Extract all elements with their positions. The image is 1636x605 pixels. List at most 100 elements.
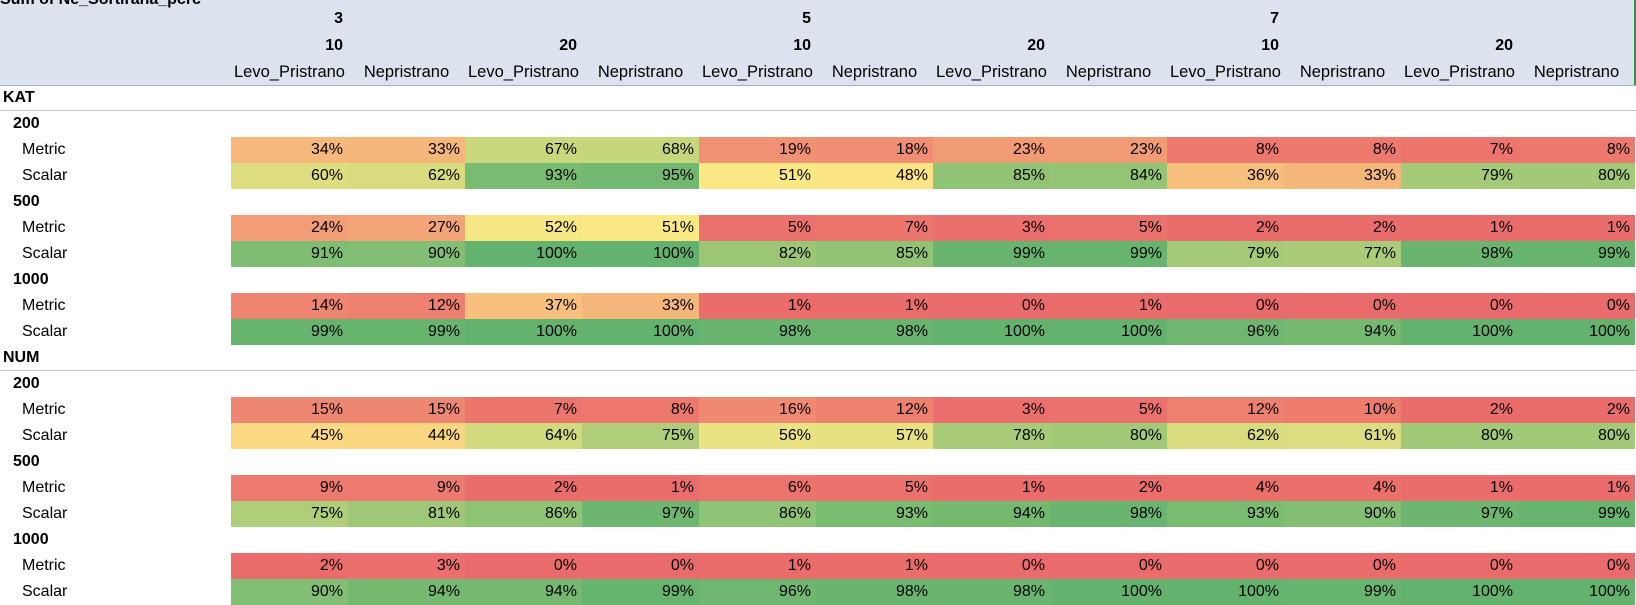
value-cell[interactable]: 5% bbox=[1050, 215, 1167, 241]
value-cell[interactable]: 3% bbox=[933, 397, 1050, 423]
value-cell[interactable]: 93% bbox=[1167, 501, 1284, 527]
value-cell[interactable]: 0% bbox=[582, 553, 699, 579]
header-col-levo_pristrano[interactable]: Levo_Pristrano bbox=[1404, 63, 1515, 81]
size-label[interactable]: 1000 bbox=[13, 271, 49, 288]
value-cell[interactable]: 2% bbox=[465, 475, 582, 501]
value-cell[interactable]: 51% bbox=[699, 163, 816, 189]
size-label[interactable]: 200 bbox=[13, 115, 40, 132]
value-cell[interactable]: 98% bbox=[933, 579, 1050, 605]
metric-label[interactable]: Metric bbox=[22, 297, 66, 314]
metric-label[interactable]: Scalar bbox=[22, 427, 68, 444]
value-cell[interactable]: 100% bbox=[465, 319, 582, 345]
value-cell[interactable]: 9% bbox=[348, 475, 465, 501]
value-cell[interactable]: 97% bbox=[1401, 501, 1518, 527]
value-cell[interactable]: 0% bbox=[1284, 553, 1401, 579]
value-cell[interactable]: 90% bbox=[1284, 501, 1401, 527]
value-cell[interactable]: 12% bbox=[348, 293, 465, 319]
value-cell[interactable]: 0% bbox=[465, 553, 582, 579]
value-cell[interactable]: 100% bbox=[1518, 319, 1635, 345]
value-cell[interactable]: 94% bbox=[933, 501, 1050, 527]
value-cell[interactable]: 75% bbox=[582, 423, 699, 449]
header-k-7[interactable]: 7 bbox=[1270, 10, 1279, 27]
value-cell[interactable]: 48% bbox=[816, 163, 933, 189]
value-cell[interactable]: 0% bbox=[933, 293, 1050, 319]
value-cell[interactable]: 12% bbox=[1167, 397, 1284, 423]
value-cell[interactable]: 78% bbox=[933, 423, 1050, 449]
value-cell[interactable]: 4% bbox=[1167, 475, 1284, 501]
size-label[interactable]: 500 bbox=[13, 453, 40, 470]
value-cell[interactable]: 98% bbox=[699, 319, 816, 345]
value-cell[interactable]: 7% bbox=[816, 215, 933, 241]
value-cell[interactable]: 9% bbox=[231, 475, 348, 501]
header-n-20[interactable]: 20 bbox=[1495, 37, 1513, 54]
value-cell[interactable]: 24% bbox=[231, 215, 348, 241]
value-cell[interactable]: 80% bbox=[1518, 163, 1635, 189]
header-n-20[interactable]: 20 bbox=[1027, 37, 1045, 54]
metric-label[interactable]: Scalar bbox=[22, 583, 68, 600]
value-cell[interactable]: 85% bbox=[816, 241, 933, 267]
value-cell[interactable]: 67% bbox=[465, 137, 582, 163]
value-cell[interactable]: 34% bbox=[231, 137, 348, 163]
value-cell[interactable]: 62% bbox=[348, 163, 465, 189]
value-cell[interactable]: 84% bbox=[1050, 163, 1167, 189]
value-cell[interactable]: 0% bbox=[1518, 293, 1635, 319]
value-cell[interactable]: 95% bbox=[582, 163, 699, 189]
value-cell[interactable]: 0% bbox=[1167, 293, 1284, 319]
value-cell[interactable]: 64% bbox=[465, 423, 582, 449]
group-label[interactable]: NUM bbox=[3, 349, 40, 366]
value-cell[interactable]: 100% bbox=[582, 319, 699, 345]
value-cell[interactable]: 2% bbox=[1284, 215, 1401, 241]
value-cell[interactable]: 1% bbox=[1401, 215, 1518, 241]
value-cell[interactable]: 94% bbox=[348, 579, 465, 605]
size-label[interactable]: 200 bbox=[13, 375, 40, 392]
value-cell[interactable]: 98% bbox=[1050, 501, 1167, 527]
value-cell[interactable]: 1% bbox=[933, 475, 1050, 501]
value-cell[interactable]: 23% bbox=[933, 137, 1050, 163]
value-cell[interactable]: 1% bbox=[816, 293, 933, 319]
header-col-nepristrano[interactable]: Nepristrano bbox=[363, 63, 450, 81]
header-n-10[interactable]: 10 bbox=[793, 37, 811, 54]
header-col-levo_pristrano[interactable]: Levo_Pristrano bbox=[234, 63, 345, 81]
value-cell[interactable]: 37% bbox=[465, 293, 582, 319]
value-cell[interactable]: 99% bbox=[1050, 241, 1167, 267]
header-col-levo_pristrano[interactable]: Levo_Pristrano bbox=[702, 63, 813, 81]
value-cell[interactable]: 2% bbox=[1401, 397, 1518, 423]
value-cell[interactable]: 0% bbox=[1401, 293, 1518, 319]
value-cell[interactable]: 93% bbox=[816, 501, 933, 527]
header-col-levo_pristrano[interactable]: Levo_Pristrano bbox=[468, 63, 579, 81]
header-n-20[interactable]: 20 bbox=[559, 37, 577, 54]
value-cell[interactable]: 93% bbox=[465, 163, 582, 189]
metric-label[interactable]: Metric bbox=[22, 219, 66, 236]
metric-label[interactable]: Scalar bbox=[22, 505, 68, 522]
value-cell[interactable]: 45% bbox=[231, 423, 348, 449]
value-cell[interactable]: 100% bbox=[1401, 579, 1518, 605]
header-col-nepristrano[interactable]: Nepristrano bbox=[597, 63, 684, 81]
pivot-field-title[interactable]: Sum of Ne_Sortirana_pcrc bbox=[0, 0, 201, 9]
header-n-10[interactable]: 10 bbox=[1261, 37, 1279, 54]
value-cell[interactable]: 23% bbox=[1050, 137, 1167, 163]
value-cell[interactable]: 18% bbox=[816, 137, 933, 163]
value-cell[interactable]: 86% bbox=[465, 501, 582, 527]
value-cell[interactable]: 8% bbox=[1284, 137, 1401, 163]
value-cell[interactable]: 12% bbox=[816, 397, 933, 423]
value-cell[interactable]: 100% bbox=[1050, 319, 1167, 345]
value-cell[interactable]: 51% bbox=[582, 215, 699, 241]
value-cell[interactable]: 61% bbox=[1284, 423, 1401, 449]
value-cell[interactable]: 1% bbox=[1050, 293, 1167, 319]
value-cell[interactable]: 1% bbox=[1518, 475, 1635, 501]
value-cell[interactable]: 99% bbox=[348, 319, 465, 345]
value-cell[interactable]: 94% bbox=[465, 579, 582, 605]
value-cell[interactable]: 19% bbox=[699, 137, 816, 163]
value-cell[interactable]: 99% bbox=[231, 319, 348, 345]
value-cell[interactable]: 90% bbox=[231, 579, 348, 605]
metric-label[interactable]: Scalar bbox=[22, 167, 68, 184]
metric-label[interactable]: Scalar bbox=[22, 245, 68, 262]
value-cell[interactable]: 0% bbox=[933, 553, 1050, 579]
value-cell[interactable]: 1% bbox=[699, 293, 816, 319]
value-cell[interactable]: 62% bbox=[1167, 423, 1284, 449]
value-cell[interactable]: 33% bbox=[582, 293, 699, 319]
value-cell[interactable]: 15% bbox=[231, 397, 348, 423]
value-cell[interactable]: 98% bbox=[816, 319, 933, 345]
value-cell[interactable]: 4% bbox=[1284, 475, 1401, 501]
value-cell[interactable]: 7% bbox=[465, 397, 582, 423]
